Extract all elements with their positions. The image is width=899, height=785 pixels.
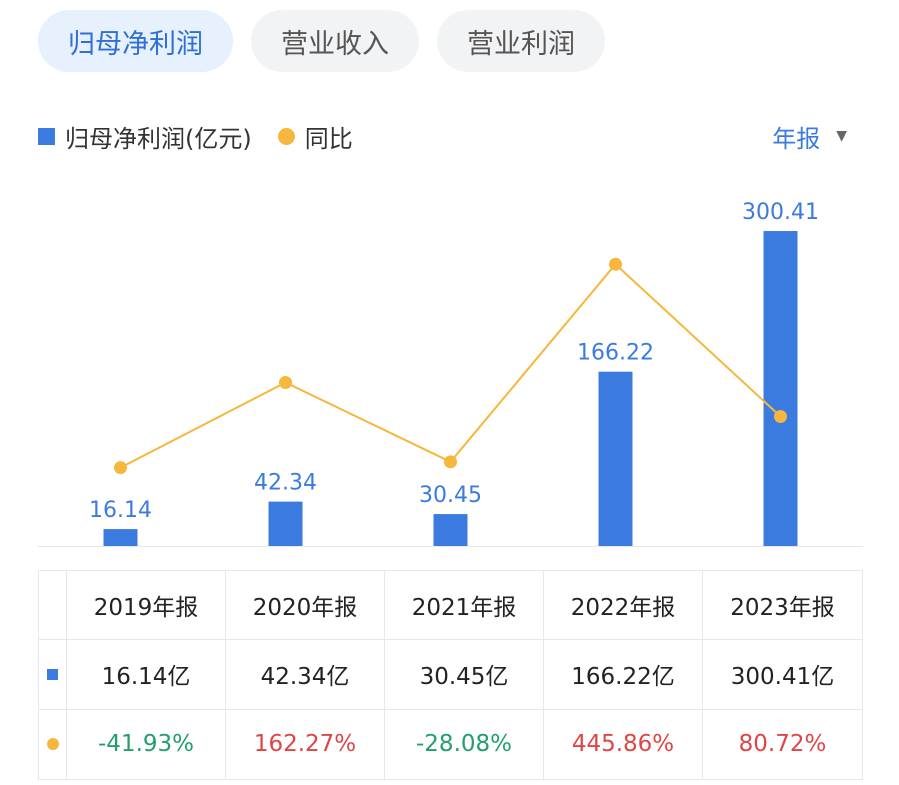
legend-line-marker	[277, 127, 295, 145]
value-cell: 42.34亿	[226, 640, 385, 710]
bar-value-label: 42.34	[254, 471, 317, 496]
yoy-line	[120, 262, 782, 469]
bar	[103, 529, 138, 546]
yoy-cell: 80.72%	[738, 731, 827, 758]
period-label: 年报	[772, 124, 821, 153]
yoy-cell: -28.08%	[385, 709, 544, 779]
legend-line-label: 同比	[304, 124, 353, 153]
value-cell: 166.22亿	[544, 640, 703, 710]
bar-value-label: 300.41	[742, 200, 819, 225]
bar	[433, 514, 468, 546]
value-cell: 16.14亿	[67, 640, 226, 710]
table-header-cell: 2019年报	[67, 571, 226, 641]
table-header-cell: 2021年报	[385, 571, 544, 641]
bar	[763, 231, 798, 546]
tab-net-profit[interactable]: 归母净利润	[38, 10, 233, 72]
metric-tabs: 归母净利润 营业收入 营业利润	[38, 10, 605, 72]
table-corner-cell	[39, 571, 67, 641]
table-header-cell: 2023年报	[703, 571, 862, 641]
yoy-point	[114, 461, 127, 475]
tab-operating-profit[interactable]: 营业利润	[437, 10, 605, 72]
bar-series-marker	[47, 668, 58, 680]
net-profit-chart: 16.14 42.34 30.45 166.22 300.41	[38, 200, 863, 547]
row-marker-cell	[39, 709, 67, 779]
line-series-marker	[46, 738, 59, 751]
period-selector[interactable]: 年报 ▼	[772, 118, 847, 154]
table-header-cell: 2020年报	[226, 571, 385, 641]
value-cell: 30.45亿	[385, 640, 544, 710]
yoy-point	[774, 409, 787, 423]
data-table: 2019年报 2020年报 2021年报 2022年报 2023年报 16.14…	[38, 570, 863, 780]
bar	[268, 501, 303, 546]
bar-value-label: 16.14	[89, 498, 152, 523]
bar-value-label: 30.45	[419, 483, 482, 508]
yoy-point	[279, 375, 292, 389]
tab-revenue[interactable]: 营业收入	[251, 10, 419, 72]
yoy-cell: 162.27%	[226, 709, 385, 779]
bar-value-label: 166.22	[577, 341, 654, 366]
value-cell: 300.41亿	[703, 640, 862, 710]
row-marker-cell	[39, 640, 67, 710]
yoy-point	[609, 257, 622, 271]
chart-legend: 归母净利润(亿元) 同比	[38, 118, 353, 154]
table-header-cell: 2022年报	[544, 571, 703, 641]
yoy-cell: 445.86%	[544, 709, 703, 779]
legend-bar-marker	[38, 127, 55, 145]
yoy-cell: -41.93%	[67, 709, 226, 779]
yoy-point	[444, 455, 457, 469]
caret-down-icon: ▼	[836, 128, 847, 144]
legend-bar-label: 归母净利润(亿元)	[65, 124, 252, 153]
bar	[598, 371, 633, 546]
